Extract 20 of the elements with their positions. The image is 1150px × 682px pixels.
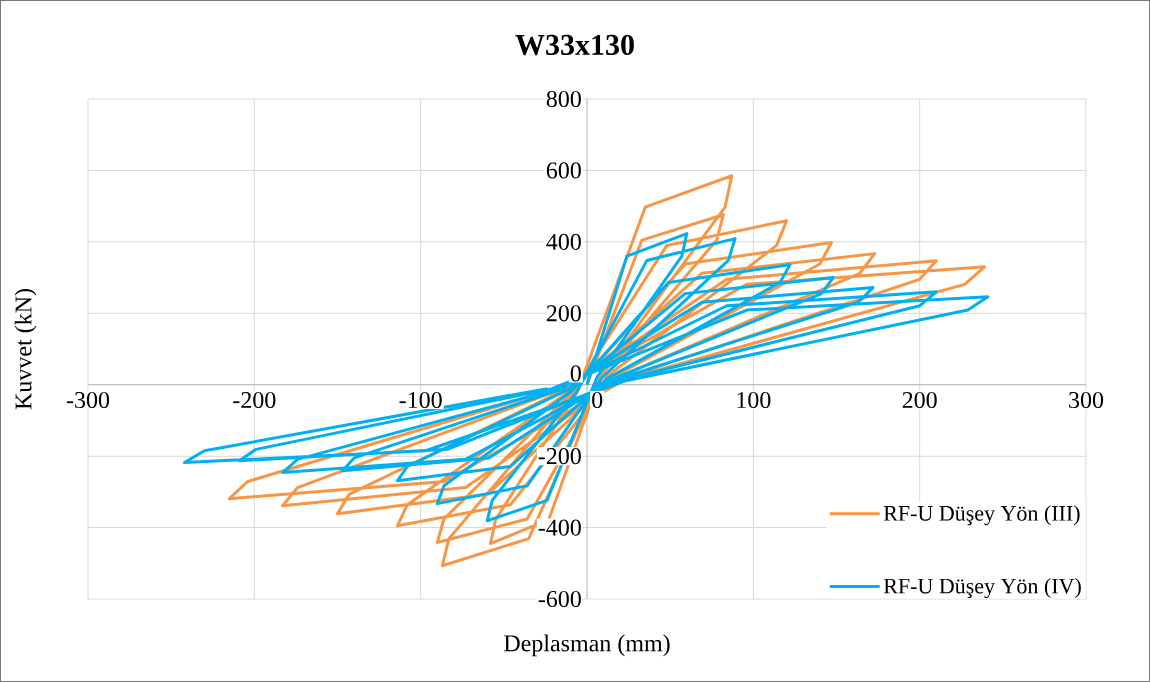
y-tick-label: -200 bbox=[538, 448, 581, 465]
chart-title: W33x130 bbox=[515, 34, 634, 56]
y-tick-label: -600 bbox=[538, 590, 581, 608]
x-tick-label: 300 bbox=[1069, 391, 1104, 409]
x-tick-label: -200 bbox=[233, 391, 276, 409]
legend-label: RF-U Düşey Yön (IV) bbox=[883, 578, 1081, 599]
y-tick-label: -400 bbox=[538, 519, 581, 536]
x-tick-label: 100 bbox=[737, 391, 771, 409]
x-tick-label: 200 bbox=[902, 391, 937, 409]
x-tick-label: -300 bbox=[66, 391, 110, 409]
y-tick-label: 800 bbox=[546, 90, 581, 108]
x-tick-label: -100 bbox=[399, 391, 442, 409]
y-tick-label: 400 bbox=[546, 233, 581, 250]
x-axis-title: Deplasman (mm) bbox=[504, 634, 670, 657]
y-tick-label: 0 bbox=[570, 365, 581, 382]
x-tick-label: 0 bbox=[592, 391, 603, 409]
y-tick-label: 200 bbox=[546, 305, 581, 322]
y-axis-title: Kuvvet (kN) bbox=[14, 289, 37, 410]
legend-label: RF-U Düşey Yön (III) bbox=[883, 505, 1080, 526]
y-tick-label: 600 bbox=[546, 162, 581, 179]
